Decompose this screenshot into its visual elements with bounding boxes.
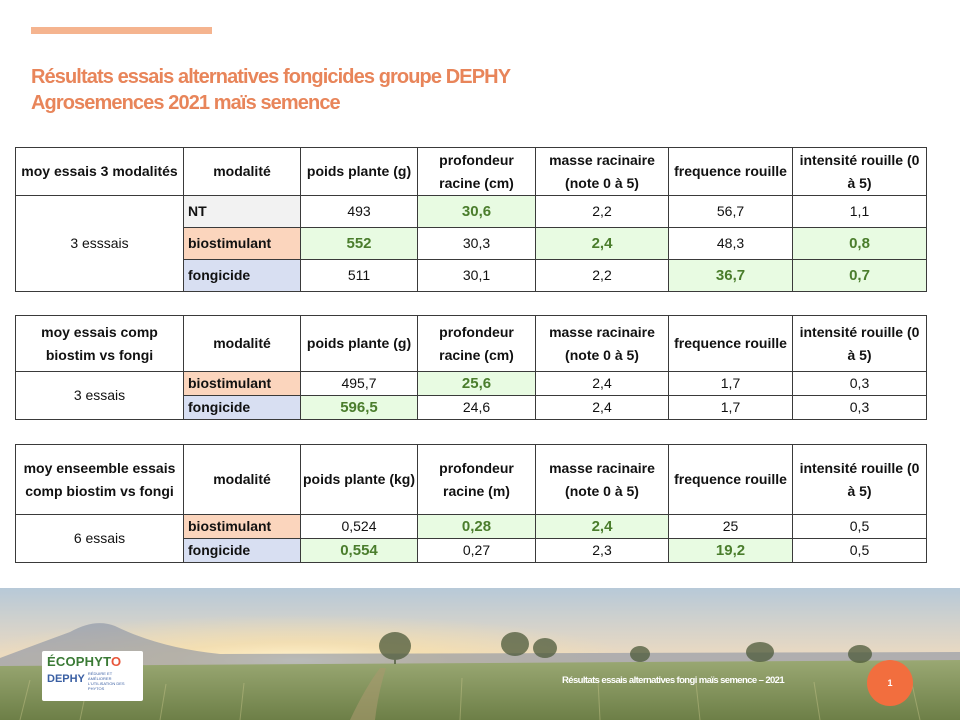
value-cell: 511	[300, 259, 418, 292]
footer-text: Résultats essais alternatives fongi maïs…	[562, 675, 785, 686]
value-cell: 24,6	[417, 395, 536, 420]
modalite-cell: NT	[183, 195, 301, 228]
value-cell-highlight: 30,6	[417, 195, 536, 228]
value-cell-highlight: 0,8	[792, 227, 927, 260]
value-cell: 1,7	[668, 395, 793, 420]
ecophyto-dephy-logo: ÉCOPHYTO DEPHY RÉDUIRE ET AMÉLIORER L'UTI…	[42, 651, 143, 701]
value-cell: 0,3	[792, 371, 927, 396]
value-cell-highlight: 19,2	[668, 538, 793, 563]
results-table-3-modalites: moy essais 3 modalités modalité poids pl…	[15, 147, 927, 292]
header-cell: intensité rouille (0 à 5)	[792, 444, 927, 515]
accent-bar	[31, 27, 212, 34]
value-cell: 0,5	[792, 514, 927, 539]
header-cell: profondeur racine (m)	[417, 444, 536, 515]
table-row: biostimulant 552 30,3 2,4 48,3 0,8	[16, 227, 927, 260]
header-cell: poids plante (g)	[300, 315, 418, 372]
header-cell: masse racinaire (note 0 à 5)	[535, 147, 669, 196]
value-cell-highlight: 0,7	[792, 259, 927, 292]
title-line-1: Résultats essais alternatives fongicides…	[31, 66, 511, 88]
value-cell: 493	[300, 195, 418, 228]
header-cell: poids plante (kg)	[300, 444, 418, 515]
table-row: fongicide 511 30,1 2,2 36,7 0,7	[16, 259, 927, 292]
value-cell: 0,524	[300, 514, 418, 539]
modalite-cell: fongicide	[183, 395, 301, 420]
table-row: fongicide 596,5 24,6 2,4 1,7 0,3	[16, 395, 927, 420]
page-number-badge: 1	[867, 660, 913, 706]
header-cell: profondeur racine (cm)	[417, 147, 536, 196]
table-row: 6 essais biostimulant 0,524 0,28 2,4 25 …	[15, 514, 927, 563]
value-cell: 0,5	[792, 538, 927, 563]
modalite-cell: fongicide	[183, 259, 301, 292]
value-cell: 0,27	[417, 538, 536, 563]
logo-dephy-text: DEPHY	[47, 673, 85, 685]
header-cell: moy essais comp biostim vs fongi	[15, 315, 184, 372]
logo-ecophyto-text: ÉCOPHYTO	[47, 654, 122, 669]
modalite-cell: biostimulant	[183, 371, 301, 396]
header-cell: intensité rouille (0 à 5)	[792, 315, 927, 372]
value-cell: 25	[668, 514, 793, 539]
value-cell: 56,7	[668, 195, 793, 228]
table-header-row: moy essais 3 modalités modalité poids pl…	[15, 147, 927, 196]
value-cell-highlight: 596,5	[300, 395, 418, 420]
header-cell: profondeur racine (cm)	[417, 315, 536, 372]
header-cell: frequence rouille	[668, 444, 793, 515]
table-row: 3 esssais NT 493 30,6 2,2 56,7 1,1	[15, 195, 927, 292]
table-header-row: moy essais comp biostim vs fongi modalit…	[15, 315, 927, 372]
value-cell: 1,1	[792, 195, 927, 228]
value-cell-highlight: 0,28	[417, 514, 536, 539]
value-cell: 2,4	[535, 371, 669, 396]
landscape-illustration	[0, 588, 960, 720]
value-cell-highlight: 36,7	[668, 259, 793, 292]
value-cell: 2,2	[535, 259, 669, 292]
value-cell-highlight: 2,4	[535, 514, 669, 539]
header-cell: frequence rouille	[668, 147, 793, 196]
title-line-2: Agrosemences 2021 maïs semence	[31, 92, 341, 114]
value-cell: 2,4	[535, 395, 669, 420]
group-cell: 6 essais	[15, 514, 184, 563]
header-cell: moy essais 3 modalités	[15, 147, 184, 196]
header-cell: modalité	[183, 444, 301, 515]
value-cell: 0,3	[792, 395, 927, 420]
group-cell: 3 essais	[15, 371, 184, 420]
header-cell: moy enseemble essais comp biostim vs fon…	[15, 444, 184, 515]
results-table-biostim-vs-fongi: moy essais comp biostim vs fongi modalit…	[15, 315, 927, 420]
header-cell: intensité rouille (0 à 5)	[792, 147, 927, 196]
value-cell-highlight: 2,4	[535, 227, 669, 260]
header-cell: poids plante (g)	[300, 147, 418, 196]
header-cell: masse racinaire (note 0 à 5)	[535, 444, 669, 515]
value-cell: 2,2	[535, 195, 669, 228]
table-row: fongicide 0,554 0,27 2,3 19,2 0,5	[16, 538, 927, 563]
modalite-cell: biostimulant	[183, 514, 301, 539]
landscape-banner	[0, 588, 960, 720]
header-cell: modalité	[183, 147, 301, 196]
header-cell: modalité	[183, 315, 301, 372]
results-table-ensemble: moy enseemble essais comp biostim vs fon…	[15, 444, 927, 563]
value-cell-highlight: 552	[300, 227, 418, 260]
modalite-cell: fongicide	[183, 538, 301, 563]
value-cell: 1,7	[668, 371, 793, 396]
logo-subtitle: RÉDUIRE ET AMÉLIORER L'UTILISATION DES P…	[87, 671, 125, 691]
value-cell: 48,3	[668, 227, 793, 260]
value-cell: 2,3	[535, 538, 669, 563]
table-row: 3 essais biostimulant 495,7 25,6 2,4 1,7…	[15, 371, 927, 420]
table-header-row: moy enseemble essais comp biostim vs fon…	[15, 444, 927, 515]
value-cell-highlight: 25,6	[417, 371, 536, 396]
value-cell: 495,7	[300, 371, 418, 396]
group-cell: 3 esssais	[15, 195, 184, 292]
value-cell: 30,1	[417, 259, 536, 292]
modalite-cell: biostimulant	[183, 227, 301, 260]
page-title: Résultats essais alternatives fongicides…	[31, 64, 511, 116]
header-cell: masse racinaire (note 0 à 5)	[535, 315, 669, 372]
value-cell: 30,3	[417, 227, 536, 260]
header-cell: frequence rouille	[668, 315, 793, 372]
value-cell-highlight: 0,554	[300, 538, 418, 563]
